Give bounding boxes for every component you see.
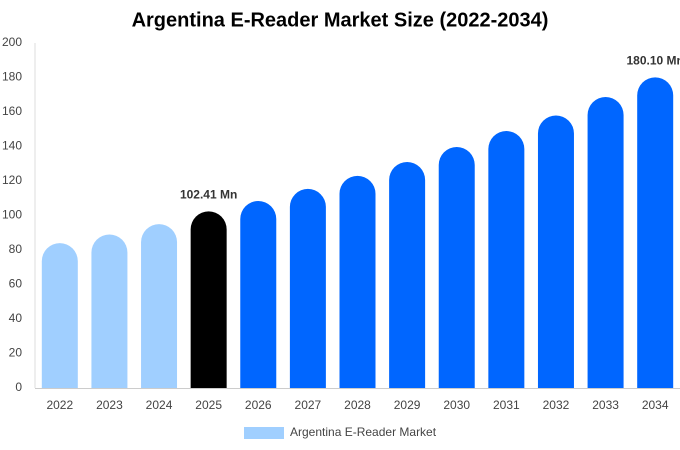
bar	[289, 188, 326, 388]
x-tick-label: 2025	[195, 398, 222, 412]
x-tick-label: 2026	[245, 398, 272, 412]
y-tick-label: 80	[9, 242, 23, 256]
bar	[488, 130, 525, 388]
bar	[587, 96, 624, 389]
x-tick-label: 2028	[344, 398, 371, 412]
legend-swatch	[244, 427, 284, 439]
y-tick-label: 120	[2, 173, 22, 187]
x-tick-label: 2023	[96, 398, 123, 412]
x-tick-label: 2029	[394, 398, 421, 412]
chart-title: Argentina E-Reader Market Size (2022-203…	[132, 9, 549, 31]
y-tick-label: 100	[2, 208, 22, 222]
bar	[41, 243, 78, 388]
bar	[637, 77, 674, 388]
y-tick-label: 140	[2, 139, 22, 153]
bar	[240, 201, 277, 388]
x-tick-label: 2024	[146, 398, 173, 412]
y-tick-label: 180	[2, 70, 22, 84]
bar	[438, 147, 475, 388]
bar	[91, 234, 128, 388]
y-tick-label: 160	[2, 104, 22, 118]
legend-label: Argentina E-Reader Market	[290, 425, 437, 439]
x-tick-label: 2027	[295, 398, 322, 412]
value-label: 180.10 Mn	[627, 53, 680, 67]
value-label: 102.41 Mn	[180, 188, 237, 202]
y-tick-label: 60	[9, 277, 23, 291]
x-tick-label: 2022	[46, 398, 73, 412]
x-tick-label: 2030	[443, 398, 470, 412]
bar	[537, 115, 574, 388]
bar	[141, 224, 178, 388]
bar	[339, 175, 376, 388]
y-tick-label: 0	[15, 380, 22, 394]
y-tick-label: 20	[9, 346, 23, 360]
x-tick-label: 2033	[592, 398, 619, 412]
x-tick-label: 2032	[543, 398, 570, 412]
y-tick-label: 40	[9, 311, 23, 325]
bar	[389, 162, 426, 388]
x-tick-label: 2034	[642, 398, 669, 412]
y-tick-label: 200	[2, 35, 22, 49]
x-tick-label: 2031	[493, 398, 520, 412]
bar	[190, 211, 227, 388]
